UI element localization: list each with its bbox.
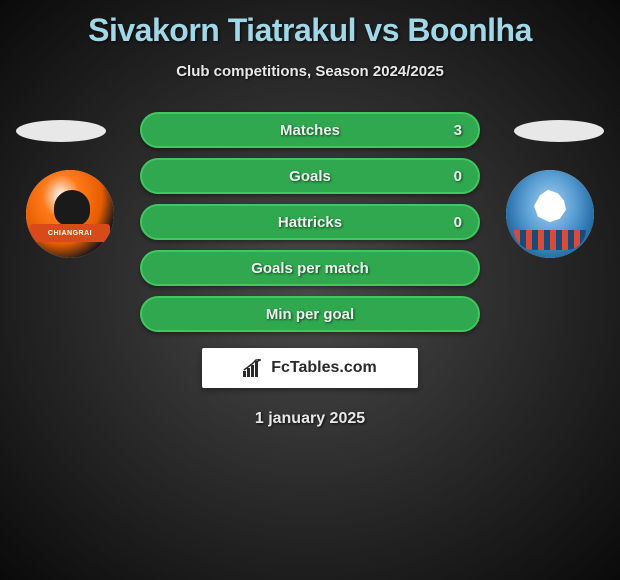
stat-row-hattricks: Hattricks 0 (140, 204, 480, 240)
subtitle: Club competitions, Season 2024/2025 (0, 63, 620, 80)
infographic-root: Sivakorn Tiatrakul vs Boonlha Club compe… (0, 0, 620, 580)
club-logo-left-art: CHIANGRAI (26, 170, 114, 258)
footer-date: 1 january 2025 (0, 410, 620, 428)
stat-right: 3 (454, 122, 462, 139)
club-logo-right-stripes (514, 230, 586, 250)
tiger-icon (54, 190, 90, 226)
stat-rows: Matches 3 Goals 0 Hattricks 0 Goals per … (140, 112, 480, 332)
stat-right: 0 (454, 168, 462, 185)
page-title: Sivakorn Tiatrakul vs Boonlha (0, 0, 620, 49)
stat-row-matches: Matches 3 (140, 112, 480, 148)
brand-text: FcTables.com (271, 359, 377, 377)
comparison-section: CHIANGRAI Matches 3 Goals 0 Hattricks (0, 112, 620, 342)
stat-label: Matches (280, 122, 340, 139)
stat-label: Goals (289, 168, 331, 185)
stat-label: Goals per match (251, 260, 369, 277)
stat-row-min-per-goal: Min per goal (140, 296, 480, 332)
horse-icon (530, 188, 570, 224)
stat-right: 0 (454, 214, 462, 231)
stat-label: Min per goal (266, 306, 354, 323)
stat-row-goals-per-match: Goals per match (140, 250, 480, 286)
club-logo-right-art (506, 170, 594, 258)
player-ellipse-right (514, 120, 604, 142)
bar-chart-icon (243, 359, 265, 377)
club-logo-left: CHIANGRAI (26, 170, 114, 258)
stat-row-goals: Goals 0 (140, 158, 480, 194)
brand-box: FcTables.com (202, 348, 418, 388)
player-ellipse-left (16, 120, 106, 142)
stat-label: Hattricks (278, 214, 342, 231)
club-logo-left-banner: CHIANGRAI (30, 224, 110, 242)
club-logo-right (506, 170, 594, 258)
